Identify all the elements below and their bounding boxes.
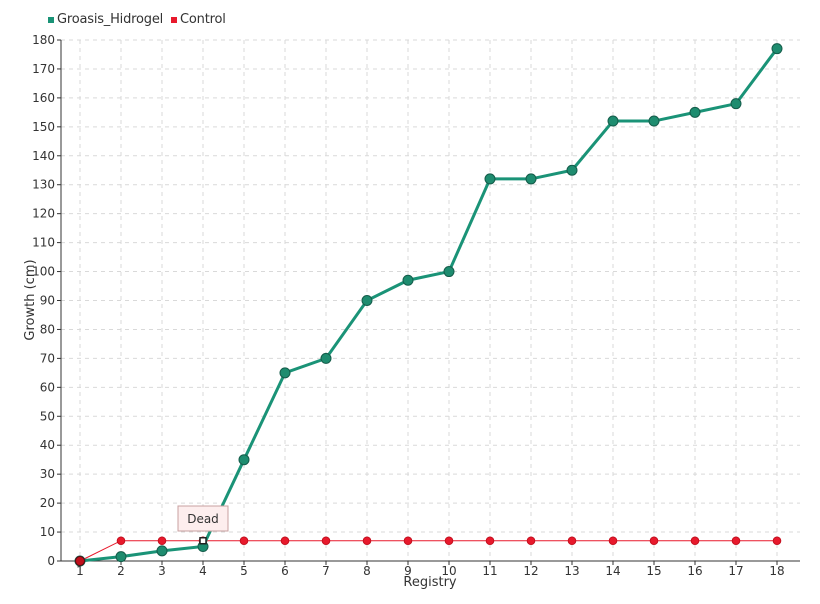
y-tick-label: 50 — [40, 409, 55, 423]
y-tick-label: 60 — [40, 380, 55, 394]
tick-label-layer: 0102030405060708090100110120130140150160… — [32, 33, 785, 578]
legend-swatch-series-1 — [48, 16, 54, 23]
data-point-series-1 — [607, 115, 619, 127]
y-tick-label: 160 — [32, 91, 55, 105]
y-tick-label: 110 — [32, 236, 55, 250]
annotation-layer: Dead — [177, 505, 229, 532]
chart-legend: Groasis_Hidrogel Control — [48, 12, 234, 27]
data-point-series-1 — [771, 43, 783, 55]
legend-label-series-1: Groasis_Hidrogel — [57, 12, 164, 27]
x-tick-label: 4 — [199, 564, 207, 578]
y-tick-label: 20 — [40, 496, 55, 510]
data-point-series-2 — [567, 536, 577, 546]
data-point-series-1 — [689, 106, 701, 118]
x-axis-title: Registry — [403, 575, 457, 590]
data-point-series-1 — [484, 173, 496, 185]
legend-swatch-series-2 — [171, 16, 178, 23]
data-point-series-1 — [115, 551, 127, 563]
x-tick-label: 1 — [76, 564, 84, 578]
data-point-series-1 — [238, 454, 250, 466]
y-tick-label: 70 — [40, 351, 55, 365]
legend-label-series-2: Control — [180, 12, 226, 27]
data-point-series-2 — [239, 536, 249, 546]
x-tick-label: 16 — [687, 564, 702, 578]
data-point-series-2 — [608, 536, 618, 546]
annotation-box — [177, 505, 229, 532]
y-tick-label: 80 — [40, 322, 55, 336]
data-point-series-1 — [730, 98, 742, 110]
data-point-series-1 — [566, 164, 578, 176]
data-point-series-2 — [690, 536, 700, 546]
data-point-series-2 — [362, 536, 372, 546]
x-tick-label: 13 — [564, 564, 579, 578]
y-tick-label: 0 — [47, 554, 55, 568]
legend-item-series-1[interactable]: Groasis_Hidrogel — [48, 12, 163, 27]
x-tick-label: 5 — [240, 564, 248, 578]
y-tick-label: 150 — [32, 120, 55, 134]
data-point-series-2 — [157, 536, 167, 546]
data-point-series-1 — [156, 545, 168, 557]
y-tick-label: 90 — [40, 294, 55, 308]
legend-item-series-2[interactable]: Control — [171, 12, 226, 27]
data-point-series-2 — [772, 536, 782, 546]
x-tick-label: 2 — [117, 564, 125, 578]
data-point-series-1 — [320, 352, 332, 364]
x-tick-label: 11 — [482, 564, 497, 578]
x-tick-label: 9 — [404, 564, 412, 578]
grid-layer — [61, 39, 800, 561]
x-tick-label: 17 — [728, 564, 743, 578]
data-point-series-1 — [525, 173, 537, 185]
y-tick-label: 120 — [32, 207, 55, 221]
data-point-series-2 — [280, 536, 290, 546]
y-tick-label: 170 — [32, 62, 55, 76]
data-point-series-1 — [361, 295, 373, 306]
x-tick-label: 6 — [281, 564, 289, 578]
x-tick-label: 14 — [605, 564, 620, 578]
y-tick-label: 180 — [32, 33, 55, 47]
data-point-series-2 — [649, 536, 659, 546]
x-tick-label: 8 — [363, 564, 371, 578]
x-tick-label: 15 — [646, 564, 661, 578]
data-point-series-1 — [443, 266, 455, 278]
annotation-label: Dead — [187, 512, 219, 526]
data-point-series-2 — [526, 536, 536, 546]
data-point-series-1 — [279, 367, 291, 379]
series-line-2 — [79, 540, 777, 562]
x-tick-label: 10 — [441, 564, 456, 578]
x-tick-label: 12 — [523, 564, 538, 578]
data-point-series-2 — [321, 536, 331, 546]
data-point-series-1 — [402, 274, 414, 286]
y-tick-label: 140 — [32, 149, 55, 163]
y-tick-label: 100 — [32, 265, 55, 279]
x-tick-label: 7 — [322, 564, 330, 578]
y-tick-label: 130 — [32, 178, 55, 192]
data-point-series-2 — [444, 536, 454, 546]
y-tick-label: 10 — [40, 525, 55, 539]
data-point-series-2 — [731, 536, 741, 546]
y-tick-label: 30 — [40, 467, 55, 481]
data-point-series-2 — [116, 536, 126, 546]
data-point-series-2 — [485, 536, 495, 546]
data-point-origin — [75, 556, 85, 566]
data-point-series-2 — [403, 536, 413, 546]
x-tick-label: 18 — [769, 564, 784, 578]
x-tick-label: 3 — [158, 564, 166, 578]
y-tick-label: 40 — [40, 438, 55, 452]
series-line-1 — [79, 47, 779, 563]
series-layer — [74, 43, 783, 567]
y-axis-title: Growth (cm) — [23, 259, 38, 340]
annotation-marker — [199, 536, 207, 545]
data-point-series-1 — [648, 115, 660, 127]
